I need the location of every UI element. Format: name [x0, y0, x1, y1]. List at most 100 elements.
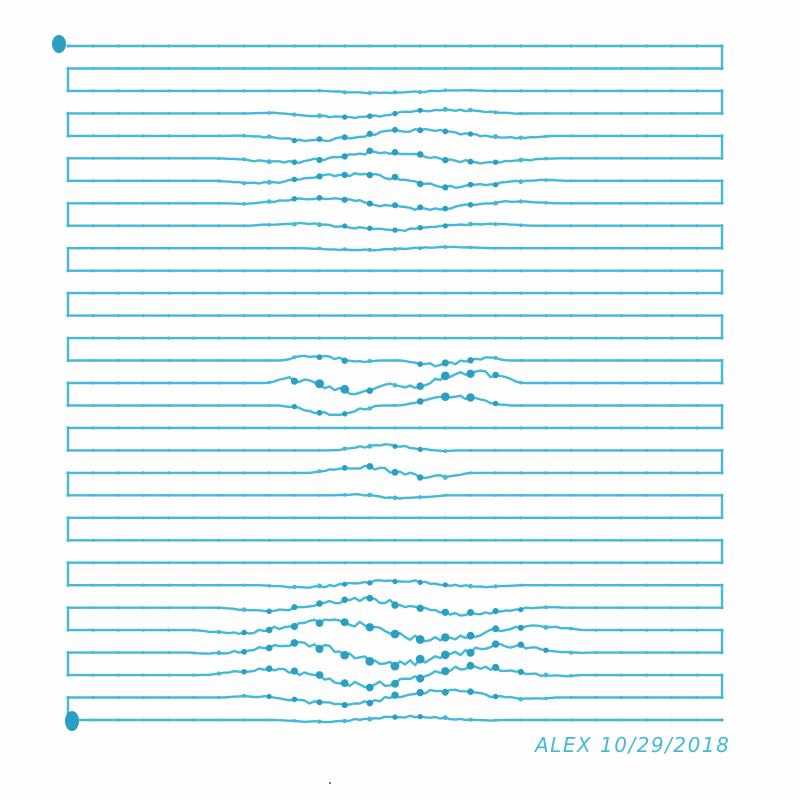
ink-dot [644, 201, 649, 205]
ink-dot [242, 246, 246, 250]
ink-dot [340, 618, 349, 627]
ink-dot [519, 223, 523, 227]
ink-dot [116, 111, 120, 115]
ink-dot [720, 381, 724, 385]
ink-dot [315, 644, 324, 654]
ink-dot [167, 201, 171, 205]
ink-dot [267, 66, 271, 71]
ink-dot [517, 624, 524, 631]
ink-dot [670, 538, 674, 542]
ink-dot [292, 516, 296, 520]
ink-dot [519, 66, 523, 71]
ink-dot [619, 718, 624, 722]
ink-dot [342, 718, 348, 724]
ink-dot [644, 695, 649, 700]
ink-dot [116, 471, 120, 475]
ink-dot [494, 448, 498, 452]
ink-dot [544, 156, 548, 161]
ink-dot [366, 387, 374, 395]
ink-dot [317, 583, 322, 589]
ink-dot [720, 583, 724, 587]
ink-dot [519, 448, 523, 452]
ink-dot [241, 669, 247, 675]
ink-dot [670, 134, 674, 138]
ink-dot [267, 380, 271, 385]
ink-dot [341, 134, 348, 141]
ink-dot [493, 134, 499, 140]
ink-dot [442, 205, 449, 212]
ink-dot [569, 403, 573, 408]
ink-dot [415, 654, 425, 664]
ink-dot [340, 679, 349, 687]
ink-dot [391, 149, 399, 156]
ink-dot [265, 626, 273, 634]
ink-dot [66, 111, 70, 115]
ink-dot [216, 629, 222, 635]
ink-dot [116, 246, 120, 250]
ink-dot [493, 718, 498, 722]
ink-dot [519, 471, 523, 475]
ink-dot [492, 400, 499, 407]
ink-dot [569, 134, 573, 138]
ink-dot [544, 66, 548, 71]
ink-dot [494, 336, 498, 340]
ink-dot [367, 492, 373, 498]
ink-dot [66, 651, 70, 655]
ink-dot [442, 106, 448, 112]
ink-dot [720, 44, 724, 48]
ink-dot [167, 673, 171, 677]
ink-dot [192, 66, 196, 71]
ink-dot [393, 358, 397, 363]
ink-dot [141, 358, 146, 363]
ink-dot [670, 336, 674, 340]
ink-dot [292, 336, 296, 340]
ink-dot [544, 89, 548, 93]
ink-dot [315, 619, 324, 627]
ink-dot [192, 224, 196, 228]
ink-dot [594, 471, 598, 475]
ink-dot [91, 314, 95, 318]
ink-dot [695, 695, 699, 700]
ink-dot [519, 89, 523, 93]
ink-dot [517, 641, 524, 648]
ink-dot [695, 224, 699, 228]
ink-dot [417, 127, 424, 134]
ink-dot [241, 607, 247, 612]
ink-dot [291, 176, 298, 183]
ink-dot [519, 44, 523, 48]
ink-dot [266, 199, 272, 204]
ink-dot [316, 354, 323, 361]
ink-dot [544, 44, 548, 48]
ink-dot [141, 426, 146, 430]
ink-dot [141, 606, 146, 610]
ink-dot [670, 44, 674, 48]
ink-dot [670, 224, 674, 228]
ink-dot [594, 381, 598, 385]
ink-dot [242, 471, 246, 475]
ink-dot [368, 269, 372, 273]
ink-dot [695, 179, 699, 183]
ink-dot [242, 89, 246, 93]
ink-dot [292, 246, 296, 250]
ink-dot [644, 628, 649, 632]
ink-dot [441, 667, 450, 676]
ink-dot [519, 358, 523, 363]
ink-dot [519, 291, 523, 295]
ink-dot [242, 133, 247, 138]
ink-dot [192, 516, 196, 520]
ink-dot [167, 628, 171, 632]
ink-dot [594, 111, 598, 115]
ink-dot [720, 224, 724, 228]
ink-dot [569, 156, 573, 160]
ink-dot [341, 701, 348, 709]
ink-dot [695, 291, 699, 295]
ink-dot [443, 314, 447, 318]
ink-dot [468, 291, 473, 295]
ink-dot [167, 246, 171, 250]
ink-dot [544, 516, 548, 520]
ink-dot [391, 691, 399, 699]
ink-dot [167, 583, 171, 587]
ink-dot [467, 158, 474, 165]
ink-dot [519, 493, 523, 497]
